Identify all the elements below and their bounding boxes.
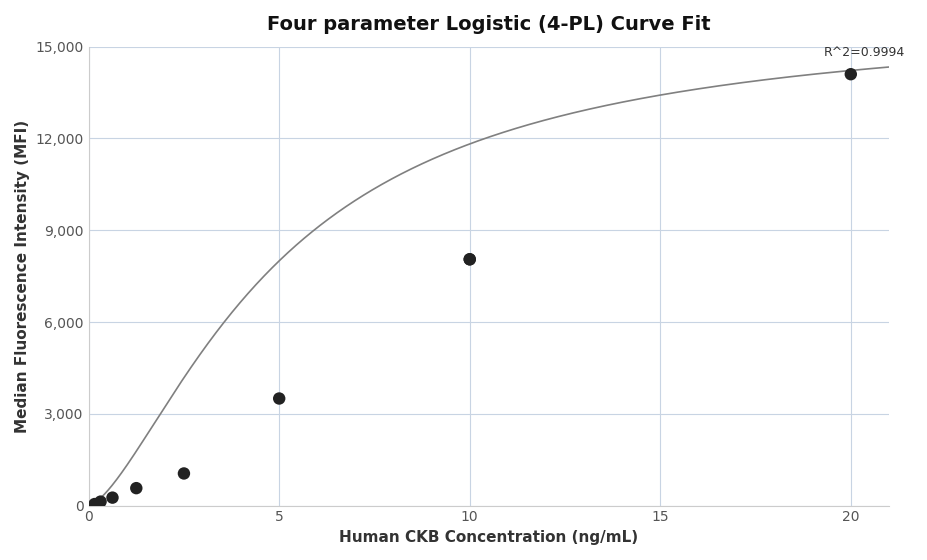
Point — [129, 484, 144, 493]
Y-axis label: Median Fluorescence Intensity (MFI): Median Fluorescence Intensity (MFI) — [15, 120, 30, 433]
Title: Four parameter Logistic (4-PL) Curve Fit: Four parameter Logistic (4-PL) Curve Fit — [267, 15, 711, 34]
Text: R^2=0.9994: R^2=0.9994 — [824, 46, 906, 59]
Point — [87, 500, 102, 508]
Point — [844, 70, 858, 79]
Point — [463, 255, 477, 264]
Point — [176, 469, 191, 478]
Point — [272, 394, 286, 403]
Point — [463, 255, 477, 264]
Point — [105, 493, 120, 502]
Point — [93, 497, 108, 506]
X-axis label: Human CKB Concentration (ng/mL): Human CKB Concentration (ng/mL) — [339, 530, 639, 545]
